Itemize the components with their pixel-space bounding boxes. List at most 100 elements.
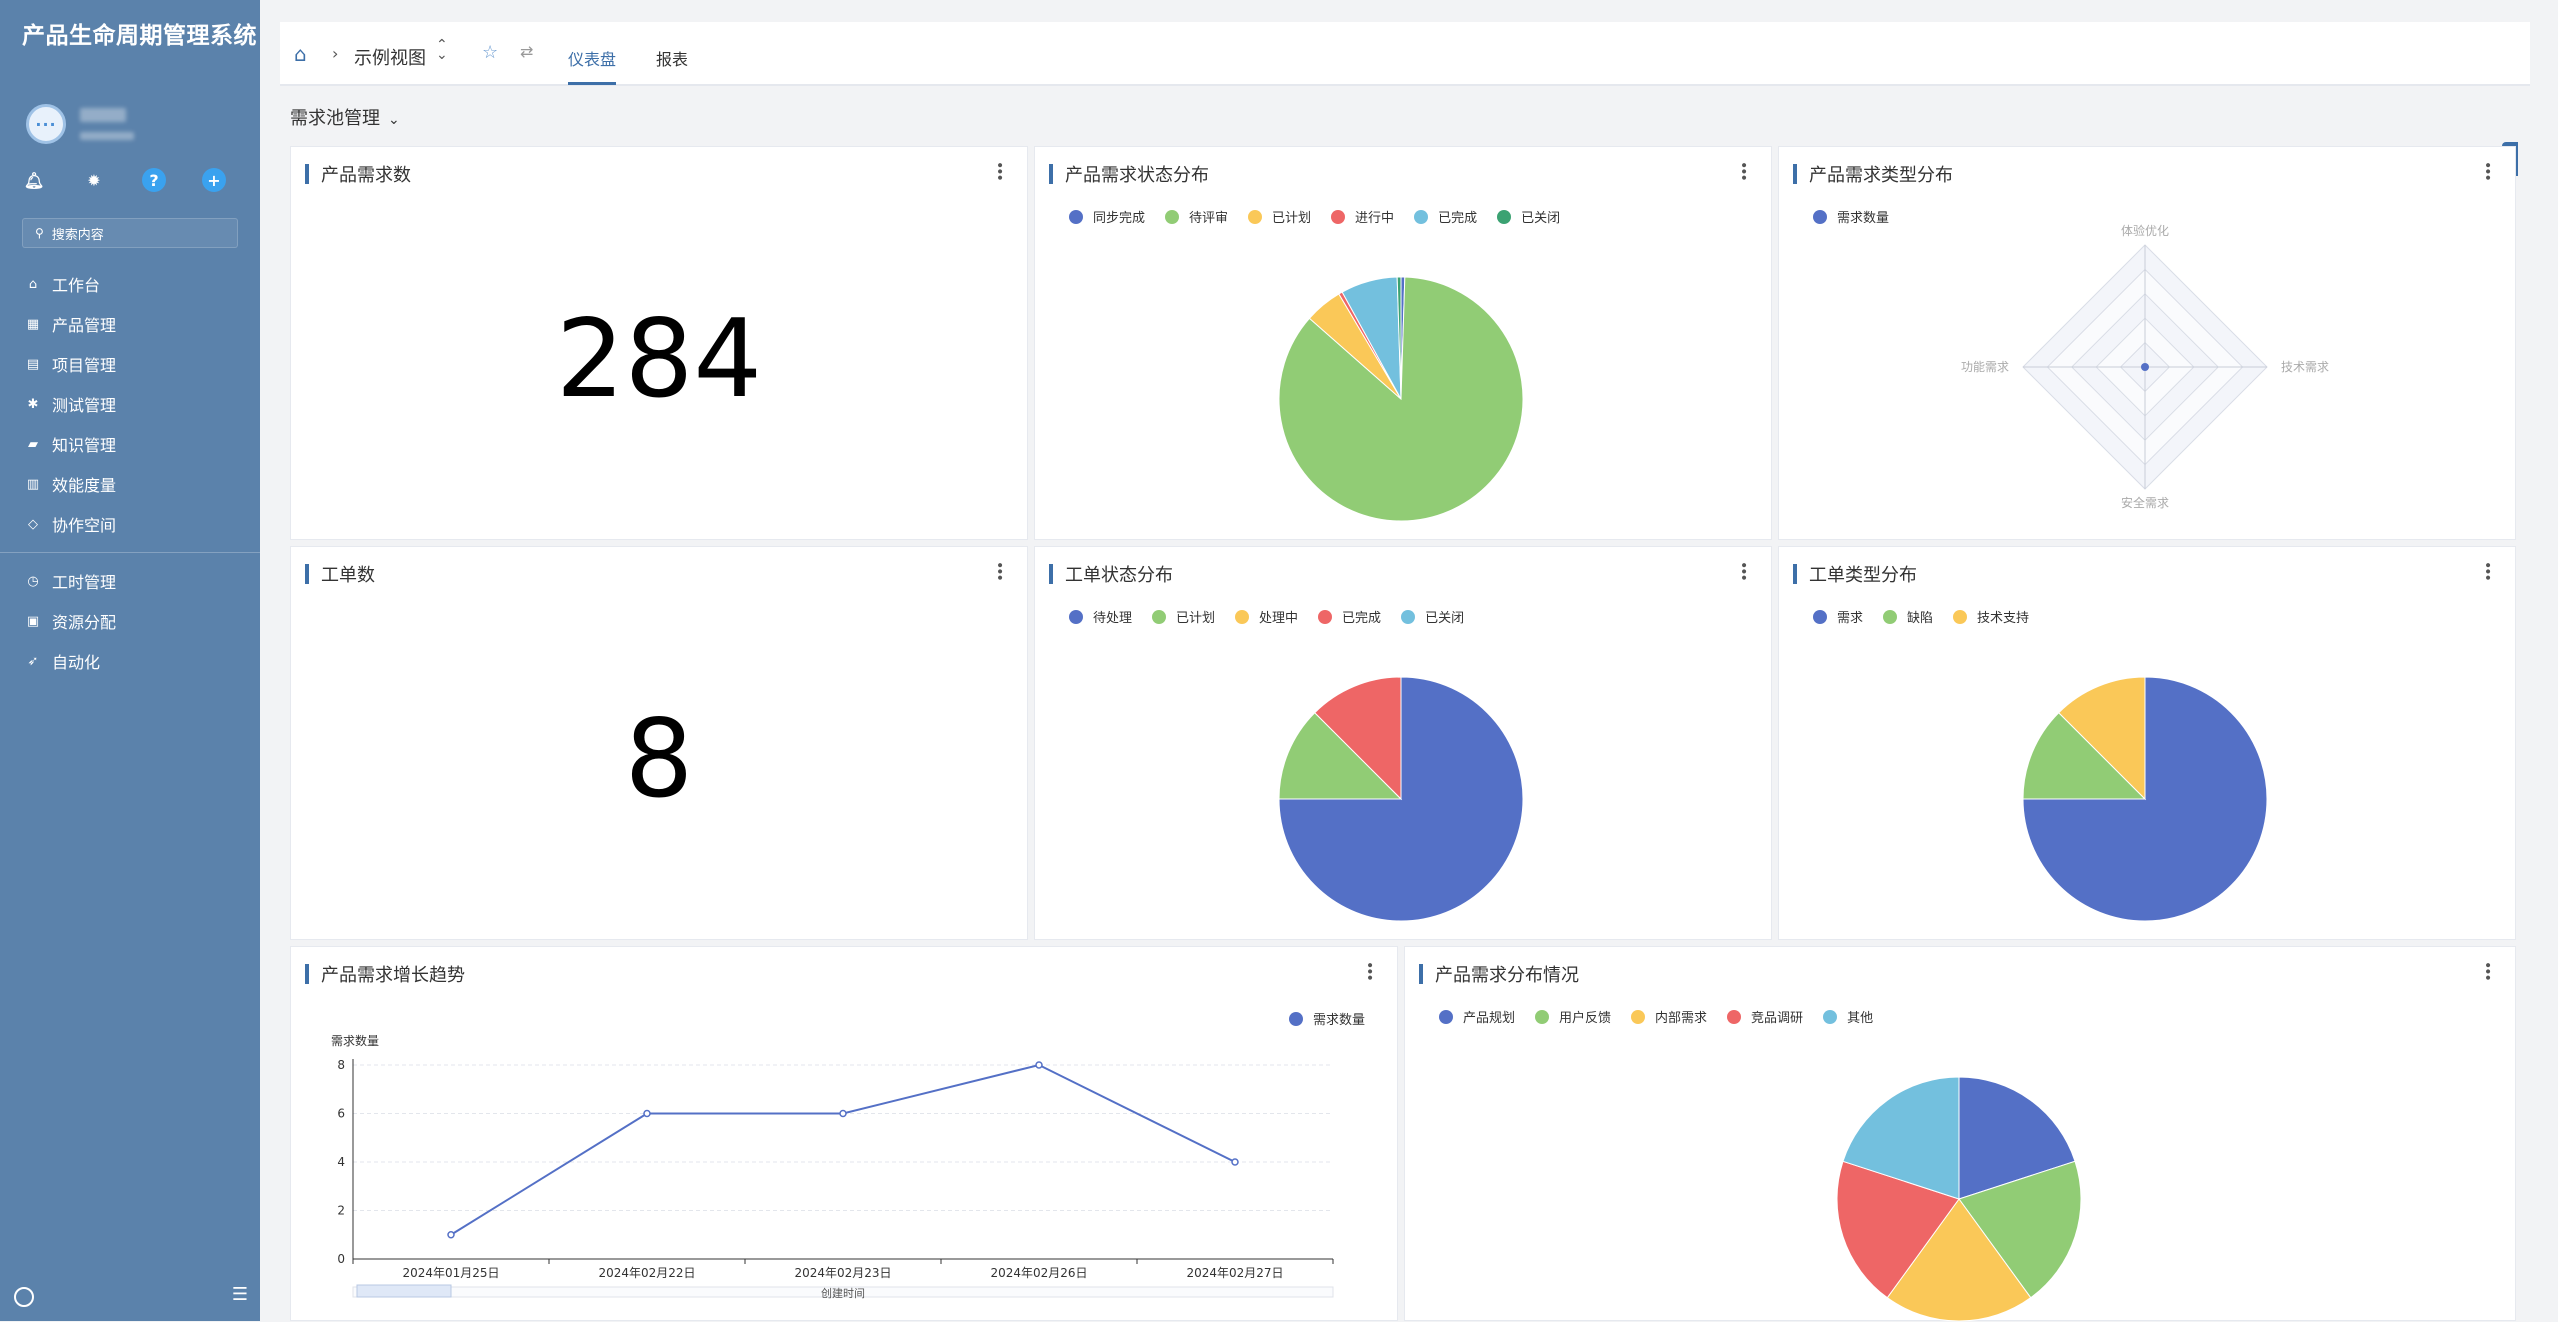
pie-slice[interactable] [1396,276,1402,400]
sidebar-item[interactable]: ▤ 项目管理 [0,344,260,384]
star-icon[interactable]: ☆ [482,42,499,63]
more-icon[interactable]: ••• [1735,161,1751,180]
sidebar-item[interactable]: ▦ 产品管理 [0,304,260,344]
pie-slice[interactable] [1836,1160,1960,1299]
chevron-right-icon: › [332,44,339,63]
more-icon[interactable]: ••• [991,561,1007,580]
diamond-icon: ◇ [28,516,38,532]
swap-icon[interactable]: ⇄ [520,42,534,61]
zoom-slider[interactable] [352,1286,1334,1298]
series-line [450,1063,1236,1236]
sidebar-item[interactable]: ▣ 资源分配 [0,601,260,641]
legend-label: 用户反馈 [1559,1011,1612,1026]
legend-item[interactable]: 技术支持 [1953,607,2029,626]
pie-slice[interactable] [2022,712,2147,800]
data-point[interactable] [1231,1158,1239,1166]
x-tick-label: 2024年02月22日 [598,1266,695,1280]
sidebar-item[interactable]: ▥ 效能度量 [0,464,260,504]
legend-item[interactable]: 产品规划 [1439,1007,1515,1026]
data-point[interactable] [643,1109,651,1118]
card-title: 产品需求分布情况 [1419,961,1579,987]
pie-slice[interactable] [1842,1076,1960,1200]
add-icon[interactable]: + [202,168,226,192]
y-axis-label: 需求数量 [331,1033,379,1048]
gear-icon[interactable]: ✹ [87,170,101,190]
legend-item[interactable]: 需求数量 [1288,1009,1365,1028]
more-icon[interactable]: ••• [991,161,1007,180]
legend-item[interactable]: 进行中 [1331,207,1394,226]
user-profile[interactable]: ··· [26,104,134,144]
legend-item[interactable]: 其他 [1823,1007,1873,1026]
sidebar-item[interactable]: ◇ 协作空间 [0,504,260,544]
card-req-trend: 产品需求增长趋势 ••• 需求数量 需求数量 0 2 4 6 8 2024年01月25日 20… [290,946,1398,1321]
legend-label: 进行中 [1355,211,1395,226]
more-icon[interactable]: ••• [1735,561,1751,580]
view-selector[interactable]: 示例视图 [354,48,426,69]
data-point[interactable] [1035,1061,1043,1069]
sidebar-item[interactable]: ▰ 知识管理 [0,424,260,464]
search-input[interactable]: ⚲ 搜索内容 [22,218,238,248]
y-tick-label: 2 [337,1204,345,1218]
more-icon[interactable]: ••• [2479,961,2495,980]
radar-point[interactable] [2141,363,2149,371]
sidebar-item[interactable]: ⌂ 工作台 [0,264,260,304]
sidebar-item-label: 知识管理 [52,436,117,455]
bell-icon[interactable]: 🔔︎ [23,170,45,190]
pie-slice[interactable] [1958,1076,2076,1200]
legend-dot [1439,1009,1453,1024]
zoom-slider-handle[interactable] [356,1284,452,1298]
section-title[interactable]: 需求池管理 ⌄ [290,104,400,130]
legend-dot [1953,609,1968,624]
pie-slice[interactable] [1278,712,1403,800]
legend-item[interactable]: 需求数量 [1813,207,1889,226]
legend-item[interactable]: 内部需求 [1631,1007,1707,1026]
card-title: 产品需求状态分布 [1049,161,1209,187]
sidebar-item[interactable]: ✱ 测试管理 [0,384,260,424]
legend-label: 已完成 [1438,211,1478,226]
help-icon[interactable]: ? [142,168,166,192]
sidebar-item[interactable]: ➶ 自动化 [0,641,260,681]
sidebar-item-label: 工作台 [52,276,101,295]
sidebar-item[interactable]: ◷ 工时管理 [0,561,260,601]
legend-item[interactable]: 用户反馈 [1535,1007,1611,1026]
pie-slice[interactable] [1958,1160,2082,1299]
legend-item[interactable]: 已计划 [1248,207,1311,226]
legend-item[interactable]: 已计划 [1152,607,1215,626]
legend-dot [1535,1009,1550,1024]
pie-slice[interactable] [2058,676,2146,801]
data-point[interactable] [839,1109,847,1118]
up-down-icon[interactable]: ⌃ ⌄ [436,37,448,63]
legend-item[interactable]: 已完成 [1414,207,1477,226]
more-icon[interactable]: ••• [1361,961,1377,980]
tab-reports[interactable]: 报表 [656,50,689,69]
legend-item[interactable]: 同步完成 [1069,207,1145,226]
legend-item[interactable]: 已完成 [1318,607,1381,626]
legend-item[interactable]: 需求 [1813,607,1863,626]
legend-item[interactable]: 缺陷 [1883,607,1933,626]
legend-item[interactable]: 待处理 [1069,607,1132,626]
y-tick-label: 4 [337,1155,345,1169]
more-icon[interactable]: ••• [2479,561,2495,580]
legend-item[interactable]: 处理中 [1235,607,1298,626]
tab-dashboard[interactable]: 仪表盘 [568,50,617,69]
legend-item[interactable]: 已关闭 [1497,207,1560,226]
legend-label: 已计划 [1176,611,1216,626]
more-icon[interactable]: ••• [2479,161,2495,180]
pie-slice[interactable] [1314,676,1402,801]
legend-dot [1883,609,1898,624]
pie-chart [1278,676,1524,922]
legend-item[interactable]: 待评审 [1165,207,1228,226]
legend-item[interactable]: 已关闭 [1401,607,1464,626]
sidebar-item-label: 资源分配 [52,613,117,632]
home-icon[interactable]: ⌂ [294,42,307,66]
sidebar-item-label: 自动化 [52,653,101,672]
legend-dot [1497,209,1512,224]
data-point[interactable] [447,1231,455,1239]
settings-circle-icon[interactable] [14,1287,34,1307]
pie-chart [2022,676,2268,922]
collapse-menu-icon[interactable]: ☰ [231,1284,248,1305]
avatar[interactable]: ··· [26,104,66,144]
legend-item[interactable]: 竞品调研 [1727,1007,1803,1026]
pie-chart [1278,276,1524,522]
legend-label: 处理中 [1259,611,1299,626]
